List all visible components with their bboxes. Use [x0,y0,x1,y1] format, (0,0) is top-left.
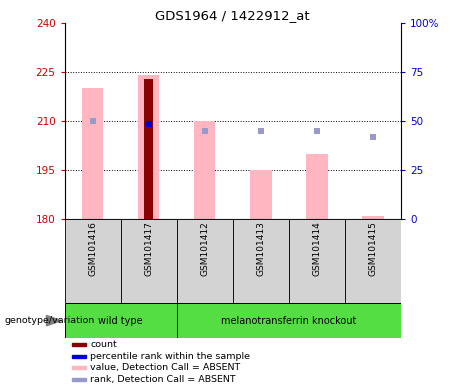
Bar [72,366,87,369]
Text: rank, Detection Call = ABSENT: rank, Detection Call = ABSENT [90,375,236,384]
Bar [177,219,233,303]
Polygon shape [47,316,61,326]
Bar [306,154,328,219]
Text: value, Detection Call = ABSENT: value, Detection Call = ABSENT [90,363,240,372]
Bar [65,219,121,303]
Text: GSM101417: GSM101417 [144,222,153,276]
Bar [138,75,160,219]
Bar [72,343,87,346]
Bar [233,219,289,303]
Text: GSM101412: GSM101412 [200,222,209,276]
Bar [345,219,401,303]
Title: GDS1964 / 1422912_at: GDS1964 / 1422912_at [155,9,310,22]
Bar [72,378,87,381]
Text: melanotransferrin knockout: melanotransferrin knockout [221,316,356,326]
Text: GSM101416: GSM101416 [88,222,97,276]
Bar [194,121,215,219]
Bar [72,355,87,358]
Bar [250,170,272,219]
Text: GSM101415: GSM101415 [368,222,378,276]
Text: wild type: wild type [98,316,143,326]
Text: GSM101414: GSM101414 [313,222,321,276]
Bar [144,79,154,219]
Text: count: count [90,340,117,349]
Bar [362,216,384,219]
Bar [121,219,177,303]
Bar [65,303,177,338]
Bar [177,303,401,338]
Text: GSM101413: GSM101413 [256,222,266,276]
Bar [289,219,345,303]
Text: genotype/variation: genotype/variation [5,316,95,325]
Text: percentile rank within the sample: percentile rank within the sample [90,352,250,361]
Bar [82,88,103,219]
